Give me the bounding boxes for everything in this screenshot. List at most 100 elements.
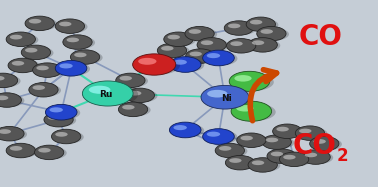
Ellipse shape — [224, 22, 256, 35]
Ellipse shape — [262, 135, 291, 149]
Ellipse shape — [185, 26, 214, 41]
Ellipse shape — [169, 122, 201, 138]
Ellipse shape — [55, 132, 68, 137]
Ellipse shape — [169, 124, 204, 138]
Ellipse shape — [283, 155, 296, 160]
Ellipse shape — [276, 127, 289, 131]
Ellipse shape — [74, 53, 87, 57]
Ellipse shape — [271, 152, 283, 156]
Ellipse shape — [237, 133, 266, 148]
Ellipse shape — [70, 51, 102, 64]
Ellipse shape — [125, 88, 155, 103]
Text: CO: CO — [293, 132, 337, 160]
Ellipse shape — [240, 136, 253, 140]
Ellipse shape — [295, 127, 327, 140]
Ellipse shape — [129, 91, 141, 96]
FancyArrowPatch shape — [250, 70, 277, 121]
Ellipse shape — [248, 38, 277, 52]
Ellipse shape — [224, 21, 254, 35]
Ellipse shape — [225, 157, 257, 170]
Ellipse shape — [63, 35, 92, 49]
Ellipse shape — [0, 128, 27, 141]
Ellipse shape — [231, 103, 276, 121]
Ellipse shape — [189, 52, 202, 56]
Ellipse shape — [174, 125, 187, 130]
Ellipse shape — [279, 152, 309, 167]
Ellipse shape — [8, 59, 40, 73]
Ellipse shape — [197, 38, 226, 52]
Ellipse shape — [246, 18, 278, 31]
Ellipse shape — [215, 145, 247, 158]
Ellipse shape — [226, 40, 259, 53]
Ellipse shape — [59, 22, 71, 26]
Ellipse shape — [169, 57, 201, 72]
Ellipse shape — [63, 36, 95, 49]
Ellipse shape — [186, 49, 215, 63]
Ellipse shape — [25, 16, 54, 31]
Ellipse shape — [34, 145, 64, 160]
Ellipse shape — [12, 61, 24, 66]
Ellipse shape — [0, 73, 18, 88]
Ellipse shape — [6, 33, 38, 46]
Ellipse shape — [70, 50, 100, 64]
Ellipse shape — [34, 146, 67, 160]
Text: CO: CO — [299, 23, 342, 51]
Ellipse shape — [273, 124, 302, 139]
Ellipse shape — [299, 129, 311, 133]
Ellipse shape — [10, 146, 22, 151]
Ellipse shape — [119, 76, 132, 81]
Ellipse shape — [157, 43, 187, 58]
Ellipse shape — [203, 50, 234, 66]
Ellipse shape — [234, 75, 252, 82]
Ellipse shape — [295, 126, 325, 140]
Ellipse shape — [118, 103, 150, 117]
Ellipse shape — [201, 40, 213, 45]
Ellipse shape — [29, 82, 58, 97]
Ellipse shape — [6, 145, 38, 158]
Ellipse shape — [138, 58, 156, 65]
Ellipse shape — [0, 96, 8, 100]
Ellipse shape — [207, 53, 220, 58]
Ellipse shape — [51, 131, 84, 144]
Ellipse shape — [203, 130, 237, 144]
Ellipse shape — [203, 129, 234, 144]
Ellipse shape — [186, 50, 218, 63]
Ellipse shape — [33, 63, 62, 77]
Ellipse shape — [55, 62, 90, 76]
Ellipse shape — [305, 153, 317, 157]
Ellipse shape — [164, 32, 193, 47]
Ellipse shape — [229, 73, 274, 91]
Ellipse shape — [29, 84, 61, 97]
Ellipse shape — [236, 105, 254, 111]
Ellipse shape — [44, 112, 73, 127]
Ellipse shape — [260, 29, 273, 34]
Ellipse shape — [82, 83, 138, 106]
Ellipse shape — [201, 85, 249, 109]
Ellipse shape — [51, 129, 81, 144]
Ellipse shape — [38, 148, 51, 153]
Ellipse shape — [59, 63, 73, 68]
Ellipse shape — [33, 85, 45, 90]
Ellipse shape — [257, 28, 289, 41]
Ellipse shape — [273, 125, 305, 138]
Ellipse shape — [250, 20, 262, 24]
Ellipse shape — [248, 159, 280, 172]
Text: Ru: Ru — [99, 90, 113, 99]
Ellipse shape — [230, 41, 243, 46]
Ellipse shape — [262, 136, 294, 149]
Ellipse shape — [0, 129, 11, 134]
Ellipse shape — [67, 38, 79, 42]
Ellipse shape — [55, 60, 87, 76]
Ellipse shape — [229, 158, 242, 163]
Ellipse shape — [6, 143, 36, 158]
Ellipse shape — [266, 138, 278, 142]
Ellipse shape — [161, 46, 174, 51]
Text: Ni: Ni — [222, 94, 232, 103]
Ellipse shape — [50, 107, 63, 112]
Ellipse shape — [122, 105, 135, 110]
Ellipse shape — [44, 114, 76, 127]
Ellipse shape — [167, 35, 180, 39]
Ellipse shape — [82, 81, 133, 106]
Ellipse shape — [267, 150, 299, 163]
Ellipse shape — [125, 89, 157, 102]
